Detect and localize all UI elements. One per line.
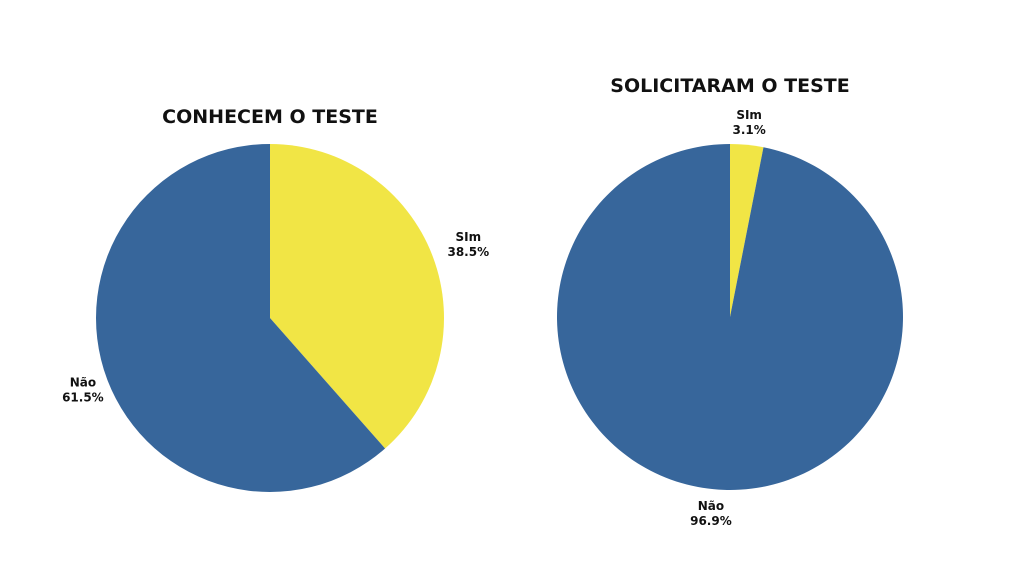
pie-slice-sim: [730, 144, 764, 317]
slice-label-sim: SIm: [456, 230, 482, 244]
slice-label-sim: SIm: [736, 108, 762, 122]
pie-slices: [557, 144, 904, 490]
pie-slice-sim: [270, 144, 444, 449]
pie-slices: [96, 144, 444, 492]
pie-slice-nao: [96, 144, 386, 492]
slice-percent-sim: 38.5%: [447, 245, 489, 259]
chart-title: SOLICITARAM O TESTE: [610, 75, 849, 97]
pie-slice-nao: [557, 144, 904, 490]
chart-title: CONHECEM O TESTE: [162, 106, 378, 128]
slice-label-nao: Não: [70, 376, 96, 390]
slice-percent-nao: 61.5%: [62, 391, 104, 405]
slice-label-nao: Não: [698, 499, 724, 513]
slice-percent-sim: 3.1%: [733, 123, 766, 137]
slice-percent-nao: 96.9%: [690, 514, 732, 528]
